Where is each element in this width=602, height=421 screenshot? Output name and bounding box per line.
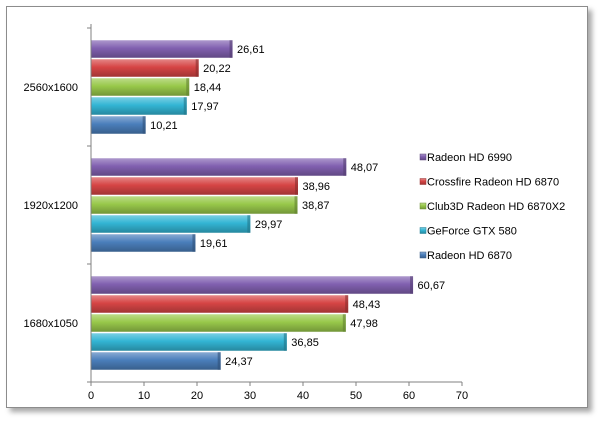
bar-end-cap (217, 352, 221, 370)
bar (91, 59, 199, 77)
data-label: 60,67 (418, 280, 446, 292)
x-tick-label: 50 (350, 390, 362, 402)
bar-end-cap (410, 276, 414, 294)
legend-entry: Radeon HD 6870 (427, 250, 512, 262)
x-tick-label: 30 (244, 390, 256, 402)
legend-swatch (419, 251, 427, 259)
bar-end-cap (247, 215, 251, 233)
category-label: 1920x1200 (24, 200, 78, 212)
bar-end-cap (192, 234, 196, 252)
x-tick-label: 70 (456, 390, 468, 402)
data-label: 17,97 (191, 101, 219, 113)
bar (91, 158, 347, 176)
data-label: 24,37 (225, 356, 253, 368)
data-label: 38,87 (302, 200, 330, 212)
bar-end-cap (294, 177, 298, 195)
bar-end-cap (229, 40, 233, 58)
x-tick-label: 0 (88, 390, 94, 402)
bar (91, 78, 190, 96)
bar-end-cap (342, 314, 346, 332)
bar (91, 234, 196, 252)
legend-entry: GeForce GTX 580 (427, 226, 517, 238)
bar-end-cap (183, 97, 187, 115)
data-label: 18,44 (194, 82, 222, 94)
x-tick-label: 10 (138, 390, 150, 402)
bar (91, 276, 414, 294)
bar (91, 196, 298, 214)
bar (91, 215, 251, 233)
bar (91, 177, 298, 195)
legend: Radeon HD 6990 Crossfire Radeon HD 6870 Cl… (419, 152, 565, 262)
axes (87, 24, 463, 386)
legend-entry: Radeon HD 6990 (427, 152, 512, 164)
bar (91, 116, 146, 134)
data-label: 26,61 (237, 44, 265, 56)
labels: 0 10 20 30 40 50 60 70 1680x1050 24,37 36,85 47,98 4… (24, 44, 469, 402)
bar (91, 352, 221, 370)
category-label: 1680x1050 (24, 318, 78, 330)
x-tick-label: 60 (403, 390, 415, 402)
data-label: 47,98 (350, 318, 378, 330)
x-tick-label: 20 (191, 390, 203, 402)
bar-end-cap (343, 158, 347, 176)
data-label: 19,61 (200, 238, 228, 250)
category-label: 2560x1600 (24, 82, 78, 94)
data-label: 36,85 (291, 337, 319, 349)
bar-end-cap (294, 196, 298, 214)
bar-end-cap (142, 116, 146, 134)
bar-end-cap (195, 59, 199, 77)
legend-swatch (419, 202, 427, 210)
bar-end-cap (186, 78, 190, 96)
legend-swatch (419, 227, 427, 234)
bars (91, 40, 414, 370)
legend-entry: Crossfire Radeon HD 6870 (427, 177, 559, 189)
bar-end-cap (283, 333, 287, 351)
legend-entry: Club3D Radeon HD 6870X2 (427, 201, 565, 213)
legend-swatch (419, 153, 427, 161)
bar (91, 333, 287, 351)
legend-swatch (419, 178, 427, 185)
data-label: 20,22 (203, 63, 231, 75)
bar (91, 40, 233, 58)
bar (91, 314, 346, 332)
bar (91, 295, 349, 313)
data-label: 48,07 (351, 162, 379, 174)
data-label: 29,97 (255, 219, 283, 231)
x-tick-label: 40 (297, 390, 309, 402)
bar-end-cap (345, 295, 349, 313)
bar (91, 97, 187, 115)
data-label: 48,43 (353, 299, 381, 311)
data-label: 38,96 (302, 181, 330, 193)
data-label: 10,21 (150, 120, 178, 132)
